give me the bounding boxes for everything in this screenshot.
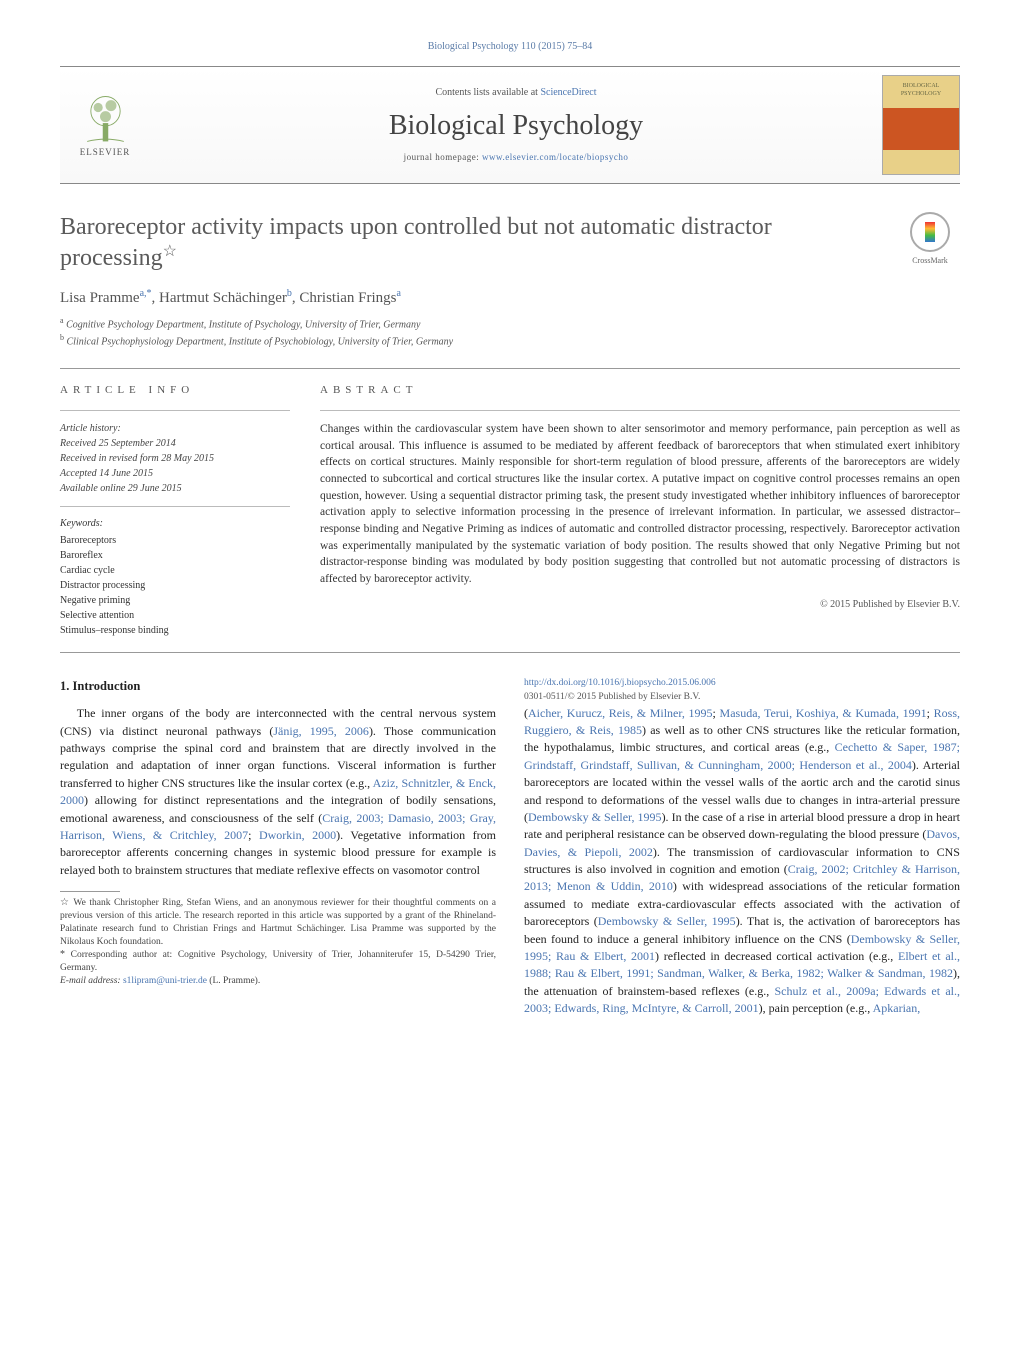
publisher-logo: ELSEVIER xyxy=(60,75,150,175)
corresponding-author: Corresponding author at: Cognitive Psych… xyxy=(60,950,496,973)
citation-link[interactable]: Apkarian, xyxy=(873,1001,921,1015)
body-paragraph: (Aicher, Kurucz, Reis, & Milner, 1995; M… xyxy=(524,705,960,1018)
divider xyxy=(320,410,960,411)
article-title: Baroreceptor activity impacts upon contr… xyxy=(60,212,900,273)
citation-link[interactable]: Dembowsky & Seller, 1995 xyxy=(598,914,736,928)
divider xyxy=(60,368,960,369)
abstract-heading: abstract xyxy=(320,383,960,398)
journal-cover-thumb: BIOLOGICAL PSYCHOLOGY xyxy=(882,75,960,175)
divider xyxy=(60,506,290,507)
body-paragraph: The inner organs of the body are interco… xyxy=(60,705,496,879)
elsevier-tree-icon xyxy=(78,91,133,146)
keywords-label: Keywords: xyxy=(60,517,290,531)
contents-list-line: Contents lists available at ScienceDirec… xyxy=(150,86,882,100)
divider xyxy=(60,652,960,653)
citation-link[interactable]: Dembowsky & Seller, 1995 xyxy=(528,810,662,824)
author-email-link[interactable]: s1lipram@uni-trier.de xyxy=(123,976,207,986)
crossmark-icon xyxy=(910,212,950,252)
crossmark-badge[interactable]: CrossMark xyxy=(900,212,960,266)
publisher-name: ELSEVIER xyxy=(80,146,131,159)
footnotes-block: ☆ We thank Christopher Ring, Stefan Wien… xyxy=(60,891,496,988)
citation-link[interactable]: Jänig, 1995, 2006 xyxy=(273,724,369,738)
keywords-list: Baroreceptors Baroreflex Cardiac cycle D… xyxy=(60,533,290,638)
article-history: Article history: Received 25 September 2… xyxy=(60,421,290,496)
abstract-copyright: © 2015 Published by Elsevier B.V. xyxy=(320,598,960,612)
citation-link[interactable]: Dworkin, 2000 xyxy=(259,828,336,842)
doi-link[interactable]: http://dx.doi.org/10.1016/j.biopsycho.20… xyxy=(524,678,716,688)
section-heading-intro: 1. Introduction xyxy=(60,677,496,695)
doi-block: http://dx.doi.org/10.1016/j.biopsycho.20… xyxy=(524,677,960,705)
journal-homepage-link[interactable]: www.elsevier.com/locate/biopsycho xyxy=(482,152,628,162)
acknowledgment-text: We thank Christopher Ring, Stefan Wiens,… xyxy=(60,898,496,946)
article-body: 1. Introduction The inner organs of the … xyxy=(60,677,960,1018)
authors-line: Lisa Prammea,*, Hartmut Schächingerb, Ch… xyxy=(60,287,960,309)
affiliations: a Cognitive Psychology Department, Insti… xyxy=(60,315,960,350)
journal-title: Biological Psychology xyxy=(150,106,882,145)
journal-header: ELSEVIER Contents lists available at Sci… xyxy=(60,66,960,184)
sciencedirect-link[interactable]: ScienceDirect xyxy=(540,87,596,98)
abstract-text: Changes within the cardiovascular system… xyxy=(320,421,960,588)
citation-link[interactable]: Masuda, Terui, Koshiya, & Kumada, 1991 xyxy=(720,706,927,720)
journal-homepage-line: journal homepage: www.elsevier.com/locat… xyxy=(150,151,882,164)
article-info-heading: article info xyxy=(60,383,290,398)
journal-reference: Biological Psychology 110 (2015) 75–84 xyxy=(60,40,960,54)
issn-copyright: 0301-0511/© 2015 Published by Elsevier B… xyxy=(524,692,700,702)
divider xyxy=(60,410,290,411)
citation-link[interactable]: Aicher, Kurucz, Reis, & Milner, 1995 xyxy=(528,706,713,720)
title-footnote-marker: ☆ xyxy=(163,243,177,260)
